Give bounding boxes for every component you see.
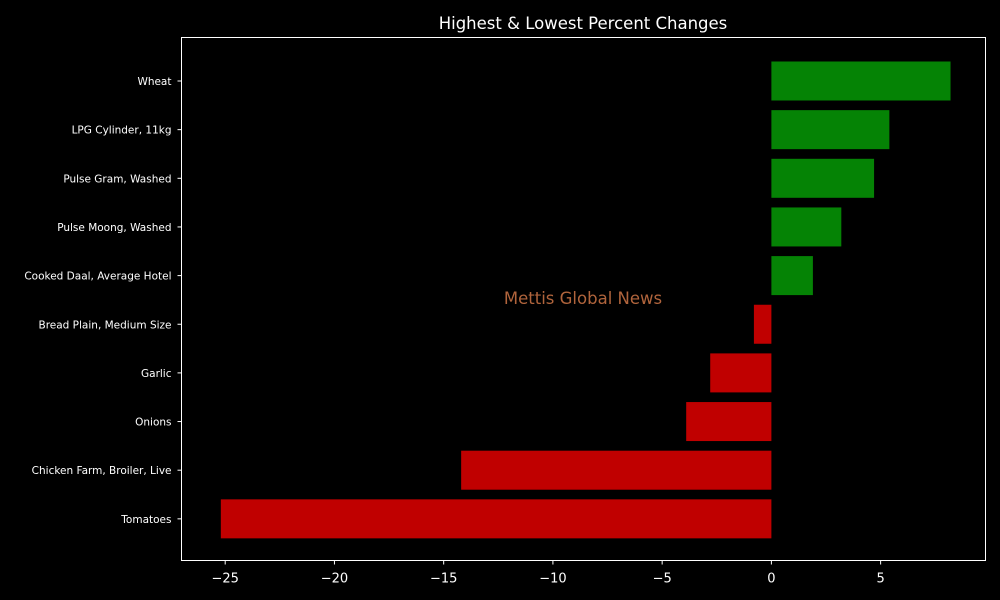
watermark-text: Mettis Global News [504, 289, 662, 308]
y-tick-label: Pulse Gram, Washed [63, 173, 171, 185]
bar-7 [686, 402, 772, 442]
y-tick-label: Tomatoes [120, 514, 171, 526]
y-tick-label: Garlic [141, 368, 172, 380]
chart-title: Highest & Lowest Percent Changes [439, 14, 728, 33]
bar-1 [771, 110, 890, 150]
x-tick-label: 5 [876, 572, 884, 587]
bars-group [220, 61, 951, 539]
bar-0 [771, 61, 951, 101]
x-tick-label: −15 [430, 572, 457, 587]
plot-frame [181, 37, 986, 561]
bar-3 [771, 207, 842, 247]
x-tick-label: −10 [539, 572, 566, 587]
y-tick-label: Bread Plain, Medium Size [39, 319, 172, 331]
bar-6 [710, 353, 772, 393]
x-tick-label: −25 [211, 572, 238, 587]
y-tick-label: Wheat [137, 76, 171, 88]
y-tick-label: Cooked Daal, Average Hotel [24, 271, 171, 283]
bar-8 [461, 450, 772, 490]
y-tick-label: LPG Cylinder, 11kg [72, 125, 172, 137]
bar-9 [220, 499, 772, 539]
x-axis: −25 −20 −15 −10 −5 0 5 [211, 560, 885, 587]
bar-5 [753, 304, 772, 344]
y-tick-label: Pulse Moong, Washed [57, 222, 171, 234]
bar-4 [771, 256, 813, 296]
x-tick-label: 0 [767, 572, 775, 587]
x-tick-label: −20 [321, 572, 348, 587]
x-tick-label: −5 [653, 572, 672, 587]
bar-2 [771, 158, 875, 198]
y-tick-label: Onions [135, 417, 171, 429]
y-axis: Wheat LPG Cylinder, 11kg Pulse Gram, Washe… [24, 76, 182, 526]
y-tick-label: Chicken Farm, Broiler, Live [32, 465, 172, 477]
